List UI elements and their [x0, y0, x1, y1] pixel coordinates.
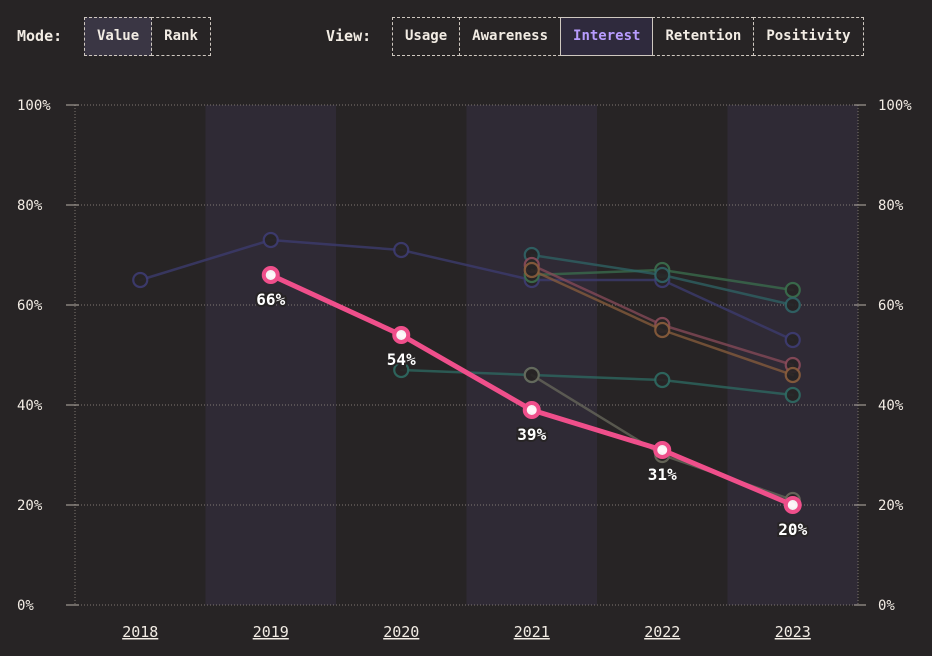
data-point	[522, 401, 541, 419]
data-point	[784, 386, 801, 404]
y-tick-label: 80%	[17, 198, 43, 214]
x-axis: 2018 2019 2020 2021 2022 2023	[122, 623, 811, 641]
data-point	[654, 371, 671, 389]
y-axis-right: 0% 20% 40% 60% 80% 100%	[878, 98, 912, 614]
series-highlighted: 66% 54% 39% 31% 20%	[254, 266, 810, 541]
data-point	[654, 321, 671, 339]
y-tick-label: 100%	[878, 98, 912, 114]
column-band	[205, 105, 336, 605]
data-point	[784, 331, 801, 349]
series-line	[523, 261, 801, 384]
series-path	[139, 238, 794, 342]
data-point	[523, 366, 540, 384]
data-point	[262, 231, 279, 249]
y-tick-label: 60%	[17, 298, 43, 314]
y-tick-label: 0%	[878, 598, 895, 614]
y-tick-label: 80%	[878, 198, 904, 214]
controls-bar: Mode: Value Rank View: Usage Awareness Inte…	[0, 17, 932, 56]
data-label: 66%	[256, 290, 285, 309]
data-point	[784, 366, 801, 384]
mode-label: Mode:	[17, 27, 63, 45]
data-point	[523, 261, 540, 279]
data-point	[784, 281, 801, 299]
y-tick-label: 40%	[878, 398, 904, 414]
y-tick-label: 100%	[17, 98, 51, 114]
series-line	[132, 231, 801, 349]
y-axis-left: 0% 20% 40% 60% 80% 100%	[17, 98, 51, 614]
data-label: 31%	[648, 465, 677, 484]
data-label: 39%	[517, 425, 546, 444]
column-band	[466, 105, 597, 605]
highlighted-series: 66% 54% 39% 31% 20%	[254, 266, 810, 541]
data-label: 20%	[778, 520, 807, 539]
mode-toggle-group: Value Rank	[84, 17, 211, 56]
grid-lines	[66, 104, 866, 606]
data-point	[653, 441, 672, 459]
y-tick-label: 0%	[17, 598, 34, 614]
data-point	[393, 361, 410, 379]
column-band	[727, 105, 858, 605]
data-point	[392, 326, 411, 344]
x-tick-label: 2023	[775, 623, 811, 641]
column-bands	[205, 105, 858, 605]
view-label: View:	[326, 27, 372, 45]
data-point	[654, 266, 671, 284]
background-series	[132, 231, 801, 509]
x-tick-label: 2022	[644, 623, 680, 641]
y-tick-label: 60%	[878, 298, 904, 314]
x-tick-label: 2018	[122, 623, 158, 641]
data-point	[132, 271, 149, 289]
data-point	[261, 266, 280, 284]
y-tick-label: 20%	[17, 498, 43, 514]
x-tick-label: 2021	[514, 623, 550, 641]
view-toggle-group: Usage Awareness Interest Retention Positivit…	[392, 17, 864, 56]
x-tick-label: 2020	[383, 623, 419, 641]
x-tick-label: 2019	[253, 623, 289, 641]
y-tick-label: 40%	[17, 398, 43, 414]
data-label: 54%	[387, 350, 416, 369]
y-tick-label: 20%	[878, 498, 904, 514]
mode-rank-button[interactable]: Rank	[151, 17, 211, 56]
view-positivity-button[interactable]: Positivity	[753, 17, 864, 56]
data-point	[783, 496, 802, 514]
data-point	[393, 241, 410, 259]
data-point	[784, 296, 801, 314]
